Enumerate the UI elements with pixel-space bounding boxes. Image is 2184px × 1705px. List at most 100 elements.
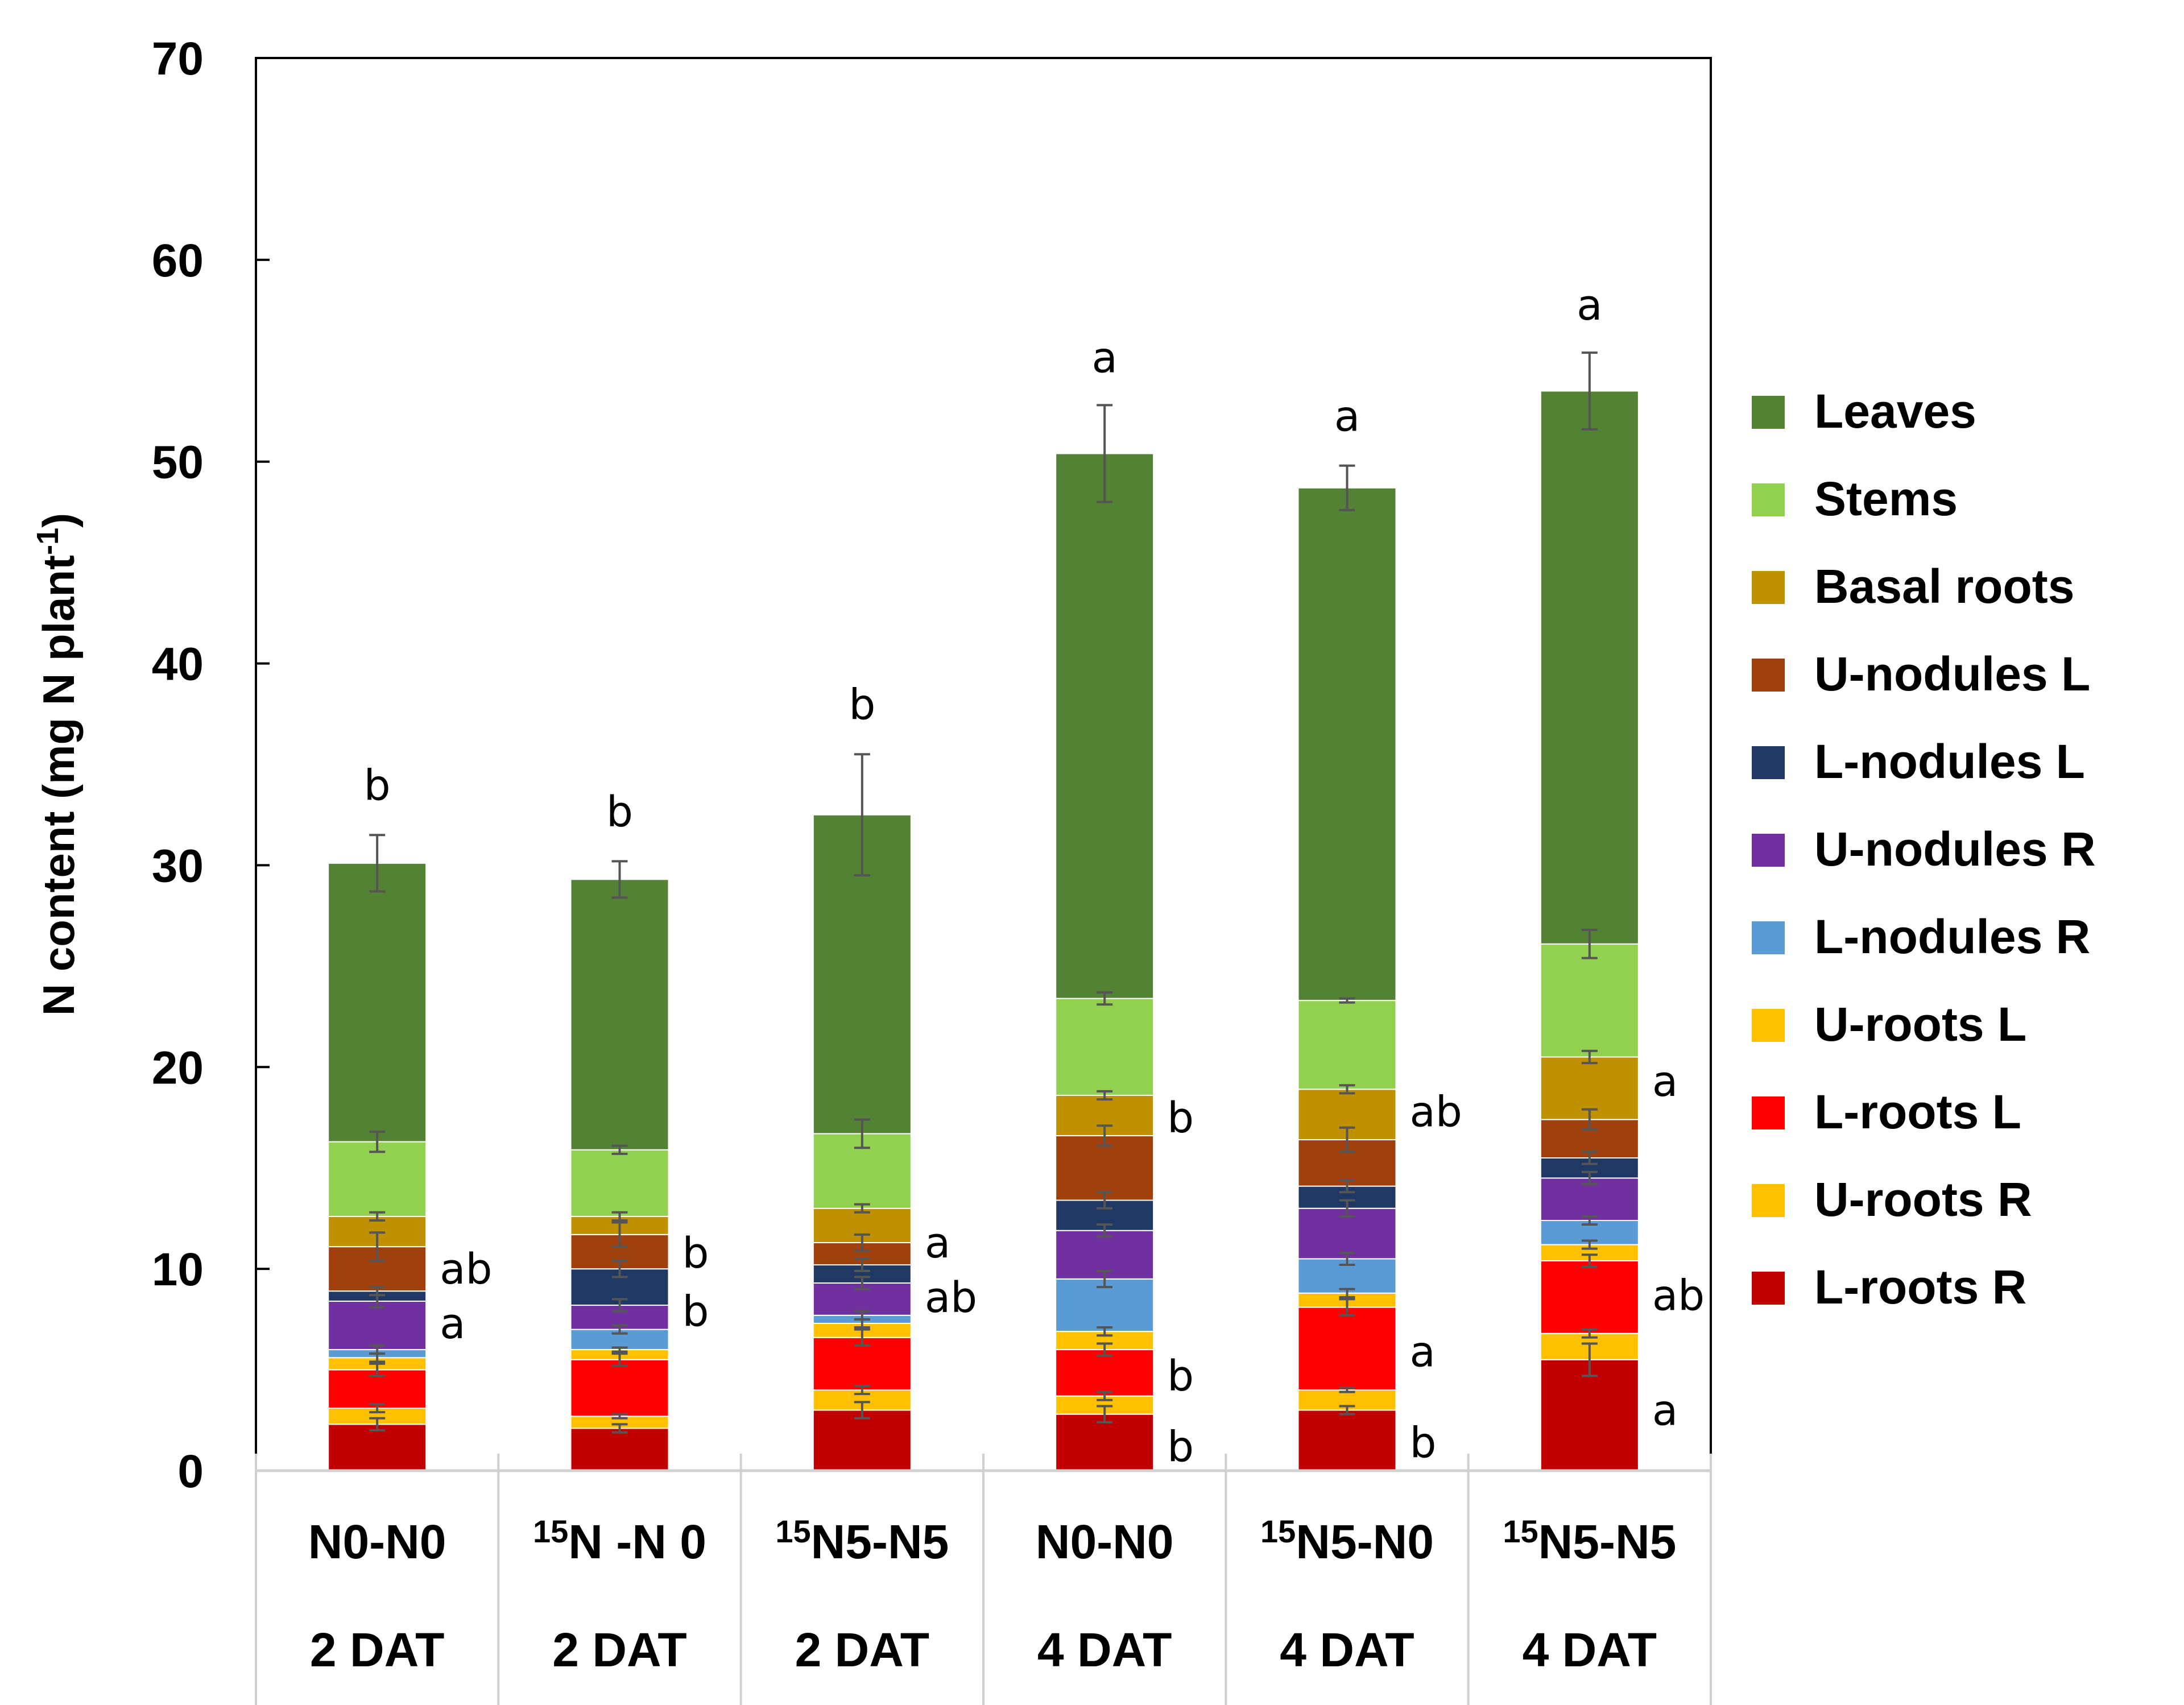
error-bar <box>1581 1049 1598 1065</box>
error-bar <box>369 1231 386 1262</box>
error-bar <box>1339 1405 1355 1416</box>
error-bar <box>854 1257 870 1272</box>
bar-segment <box>570 879 669 1151</box>
error-bar <box>1097 1391 1113 1401</box>
significance-letter: a <box>1334 392 1360 441</box>
x-tick-label-treatment: 15N -N 0 <box>533 1513 706 1569</box>
error-bar <box>369 1286 386 1297</box>
error-bar <box>854 1384 870 1396</box>
error-bar <box>1097 1223 1113 1238</box>
legend-label: Stems <box>1814 472 1958 525</box>
error-bar <box>611 1324 628 1335</box>
error-bar <box>1097 1191 1113 1210</box>
significance-letter: b <box>1167 1094 1194 1143</box>
error-bar <box>1581 928 1598 959</box>
significance-letter: ab <box>925 1273 977 1322</box>
error-bar <box>1097 1090 1113 1101</box>
significance-letter: b <box>682 1229 709 1278</box>
significance-letter: a <box>1091 333 1117 382</box>
legend-swatch <box>1752 1096 1785 1129</box>
legend-swatch <box>1752 1272 1785 1305</box>
significance-letter: a <box>1652 1387 1678 1435</box>
y-tick-label: 60 <box>152 235 204 287</box>
bar-segment <box>328 1141 427 1217</box>
significance-letter: b <box>364 762 391 810</box>
x-tick-label-treatment: 15N5-N5 <box>1503 1513 1676 1569</box>
error-bar <box>1339 1288 1355 1298</box>
error-bar <box>611 1144 628 1155</box>
y-tick-label: 40 <box>152 639 204 690</box>
legend-swatch <box>1752 1009 1785 1042</box>
bar-segment <box>812 1409 912 1472</box>
legend-item: L-roots R <box>1752 1260 2026 1314</box>
error-bar <box>1339 1084 1355 1095</box>
error-bar <box>1581 1215 1598 1226</box>
error-bar <box>611 1352 628 1367</box>
significance-letter: b <box>1167 1422 1194 1471</box>
y-tick-label: 30 <box>152 840 204 892</box>
bar-segment <box>1055 998 1155 1096</box>
error-bar <box>369 1362 386 1377</box>
bar-segment <box>1297 1000 1397 1090</box>
bar-segment <box>570 1149 669 1217</box>
legend-swatch <box>1752 659 1785 692</box>
error-bar <box>1581 1253 1598 1268</box>
error-bar <box>854 1328 870 1347</box>
bar-segment <box>1540 943 1639 1058</box>
significance-letter: b <box>849 681 875 730</box>
x-tick-label-day: 4 DAT <box>1280 1623 1414 1677</box>
legend-label: Leaves <box>1814 384 1976 438</box>
bar-segment <box>1055 1349 1155 1397</box>
error-bar <box>1581 1170 1598 1186</box>
y-axis-label-main: N content (mg N plant <box>34 555 84 1016</box>
legend-swatch <box>1752 571 1785 604</box>
error-bar <box>1097 1269 1113 1289</box>
error-bar <box>1339 1126 1355 1153</box>
error-bar <box>854 1310 870 1321</box>
significance-letter: a <box>1652 1057 1678 1106</box>
significance-letter: ab <box>1652 1271 1705 1320</box>
error-bar <box>611 1259 628 1278</box>
bar-segment <box>1540 1359 1639 1472</box>
y-tick-label: 50 <box>152 437 204 489</box>
error-bar <box>1339 1298 1355 1317</box>
error-bars <box>369 351 1598 1434</box>
error-bar <box>854 1233 870 1252</box>
error-bar <box>369 1402 386 1414</box>
y-axis-label-close: ) <box>34 513 84 528</box>
significance-letter: b <box>1410 1418 1437 1467</box>
bar-segment <box>1055 453 1155 999</box>
significance-letter: a <box>1410 1328 1436 1377</box>
x-tick-label-treatment: N0-N0 <box>308 1515 446 1569</box>
bar-segment <box>1297 1306 1397 1391</box>
legend-label: U-roots R <box>1814 1173 2032 1226</box>
legend-swatch <box>1752 834 1785 867</box>
y-tick-label: 0 <box>177 1446 204 1497</box>
y-axis: 0 10 20 30 40 50 60 70 <box>152 33 270 1497</box>
x-tick-label-day: 4 DAT <box>1037 1623 1172 1677</box>
y-axis-label: N content (mg N plant-1) <box>31 513 84 1016</box>
legend-swatch <box>1752 396 1785 429</box>
error-bar <box>1581 1151 1598 1165</box>
legend-label: L-nodules R <box>1814 910 2090 963</box>
error-bar <box>854 753 870 877</box>
error-bar <box>1097 404 1113 503</box>
legend: Leaves Stems Basal roots U-nodules L L-nodul… <box>1752 384 2096 1314</box>
legend-item: L-nodules L <box>1752 735 2085 788</box>
error-bar <box>1097 1326 1113 1337</box>
legend-item: U-nodules R <box>1752 822 2096 876</box>
significance-letter: b <box>606 788 633 837</box>
significance-letter: ab <box>1410 1087 1462 1136</box>
legend-item: L-nodules R <box>1752 910 2090 963</box>
error-bar <box>611 1413 628 1420</box>
legend-item: L-roots L <box>1752 1085 2021 1139</box>
bar-segment <box>570 1427 669 1471</box>
error-bar <box>1581 1239 1598 1250</box>
error-bar <box>611 1298 628 1313</box>
error-bar <box>369 834 386 893</box>
x-tick-label-day: 4 DAT <box>1523 1623 1657 1677</box>
legend-swatch <box>1752 921 1785 954</box>
x-axis-table: N0-N0 2 DAT 15N -N 0 2 DAT 15N5-N5 2 DAT N0-N0… <box>255 1454 1712 1705</box>
error-bar <box>611 860 628 899</box>
